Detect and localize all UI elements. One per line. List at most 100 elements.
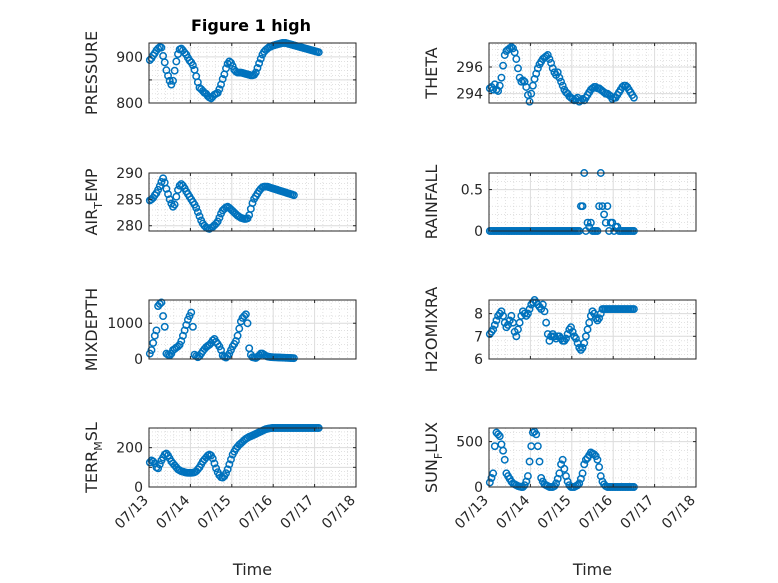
data-point — [538, 300, 547, 309]
y-axis-label: THETA — [422, 47, 441, 99]
data-point — [585, 318, 594, 327]
data-point — [578, 343, 587, 352]
axes-box — [488, 427, 697, 488]
data-point — [567, 323, 575, 332]
x-tick-label: 07/18 — [659, 493, 699, 533]
data-point — [523, 472, 532, 481]
data-point — [495, 432, 504, 441]
data-point — [212, 464, 221, 473]
data-point — [210, 459, 219, 468]
data-point — [497, 73, 506, 82]
y-axis-label: AIRTEMP — [82, 168, 105, 235]
data-point — [500, 455, 509, 464]
data-point — [545, 55, 554, 63]
y-axis-label: RAINFALL — [422, 165, 441, 240]
y-tick-label: 500 — [456, 435, 483, 451]
data-point — [518, 76, 527, 85]
axes-box — [148, 299, 357, 360]
axes-box — [488, 172, 697, 232]
data-point — [241, 310, 250, 319]
data-point — [157, 43, 166, 52]
data-point — [160, 322, 169, 331]
data-point — [489, 469, 498, 478]
y-axis-label: TERRMSL — [82, 422, 105, 494]
data-point — [233, 331, 242, 340]
data-point — [583, 218, 592, 227]
y-tick-label: 0 — [134, 352, 143, 368]
y-tick-label: 285 — [116, 192, 143, 208]
axes-box — [148, 172, 357, 232]
data-point — [580, 460, 589, 469]
axes-box — [488, 42, 697, 104]
data-point — [222, 64, 230, 73]
data-point — [509, 44, 517, 53]
y-axis-label: SUNFLUX — [422, 422, 445, 493]
data-point — [542, 318, 551, 327]
data-point — [492, 316, 501, 325]
data-point — [215, 213, 224, 222]
data-point — [165, 76, 174, 85]
data-point — [525, 457, 534, 466]
data-point — [523, 309, 532, 318]
y-tick-label: 294 — [456, 87, 483, 103]
data-point — [497, 307, 506, 316]
data-point — [535, 457, 544, 466]
subplot-theta: 294 296 THETA — [422, 42, 697, 106]
data-point — [558, 81, 567, 90]
data-point — [515, 318, 524, 327]
data-point — [560, 464, 569, 473]
data-point — [512, 332, 521, 341]
figure-title: Figure 1 high — [191, 16, 311, 35]
data-point — [253, 63, 262, 72]
data-point — [152, 326, 161, 335]
data-point — [593, 455, 602, 464]
y-tick-label: 7 — [474, 329, 483, 345]
data-point — [188, 322, 197, 331]
data-point — [600, 210, 609, 219]
data-point — [595, 314, 604, 323]
y-tick-label: 0 — [474, 224, 483, 240]
data-point — [170, 66, 179, 75]
data-point — [490, 321, 499, 329]
y-tick-label: 200 — [116, 441, 143, 457]
data-point — [159, 174, 168, 183]
data-point — [595, 202, 604, 211]
data-point — [228, 62, 237, 71]
data-point — [172, 57, 181, 66]
data-point — [195, 212, 204, 221]
x-tick-label: 07/15 — [195, 493, 235, 533]
data-point — [154, 185, 163, 194]
data-point — [586, 218, 595, 227]
data-point — [629, 305, 638, 314]
x-tick-label: 07/13 — [112, 493, 152, 533]
data-point — [548, 64, 557, 73]
data-point — [487, 473, 496, 482]
x-axis-label: Time — [232, 560, 272, 579]
data-point — [532, 430, 541, 439]
data-point — [235, 324, 244, 333]
data-point — [154, 44, 163, 53]
subplot-mixdepth: 0 1000 MIXDEPTH — [82, 288, 357, 371]
y-tick-label: 1000 — [107, 316, 143, 332]
y-tick-label: 0 — [474, 480, 483, 496]
data-point — [595, 463, 604, 471]
data-point — [517, 77, 526, 86]
data-point — [629, 93, 638, 102]
data-point — [514, 325, 522, 334]
data-point — [578, 202, 587, 211]
data-point — [160, 58, 169, 67]
data-point — [558, 455, 567, 464]
data-point — [213, 88, 222, 97]
data-point — [598, 202, 607, 211]
data-point — [505, 44, 514, 53]
data-point — [240, 312, 249, 321]
data-point — [545, 336, 554, 345]
data-point — [155, 460, 164, 469]
data-point — [533, 442, 542, 451]
data-point — [499, 61, 508, 70]
y-tick-label: 0.5 — [461, 183, 483, 199]
data-point — [243, 319, 252, 328]
data-point — [489, 325, 498, 334]
data-point — [540, 307, 549, 316]
x-tick-label: 07/16 — [236, 492, 276, 532]
